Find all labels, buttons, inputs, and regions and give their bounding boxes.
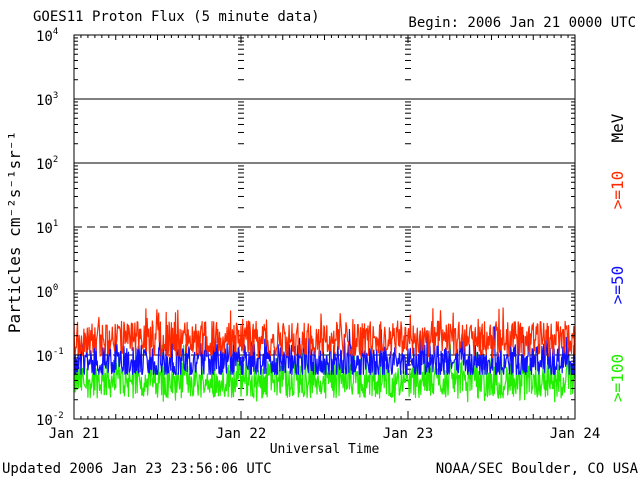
chart-title: GOES11 Proton Flux (5 minute data) xyxy=(33,9,320,25)
y-tick-label: 10-1 xyxy=(36,347,64,365)
updated-timestamp: Updated 2006 Jan 23 23:56:06 UTC xyxy=(2,461,272,477)
y-tick-label: 100 xyxy=(36,283,58,301)
series-line-ge10 xyxy=(73,307,576,359)
y-axis-label: Particles cm⁻²s⁻¹sr⁻¹ xyxy=(5,131,24,333)
x-tick-label: Jan 23 xyxy=(383,426,434,442)
legend-label: >=10 xyxy=(608,171,627,210)
legend-label: >=50 xyxy=(608,266,627,305)
legend-label: MeV xyxy=(608,113,627,142)
credit-label: NOAA/SEC Boulder, CO USA xyxy=(435,461,638,477)
x-axis-label: Universal Time xyxy=(270,442,380,457)
legend-label: >=100 xyxy=(608,354,627,402)
series-line-ge50 xyxy=(74,326,576,375)
y-tick-label: 10-2 xyxy=(36,411,64,429)
x-tick-label: Jan 21 xyxy=(49,426,100,442)
x-tick-label: Jan 22 xyxy=(216,426,267,442)
y-tick-label: 102 xyxy=(36,155,58,173)
series-line-ge100 xyxy=(73,344,576,403)
y-tick-label: 104 xyxy=(36,27,58,45)
x-tick-label: Jan 24 xyxy=(550,426,601,442)
y-tick-label: 103 xyxy=(36,91,58,109)
begin-time-label: Begin: 2006 Jan 21 0000 UTC xyxy=(408,15,636,31)
y-tick-label: 101 xyxy=(36,219,58,237)
